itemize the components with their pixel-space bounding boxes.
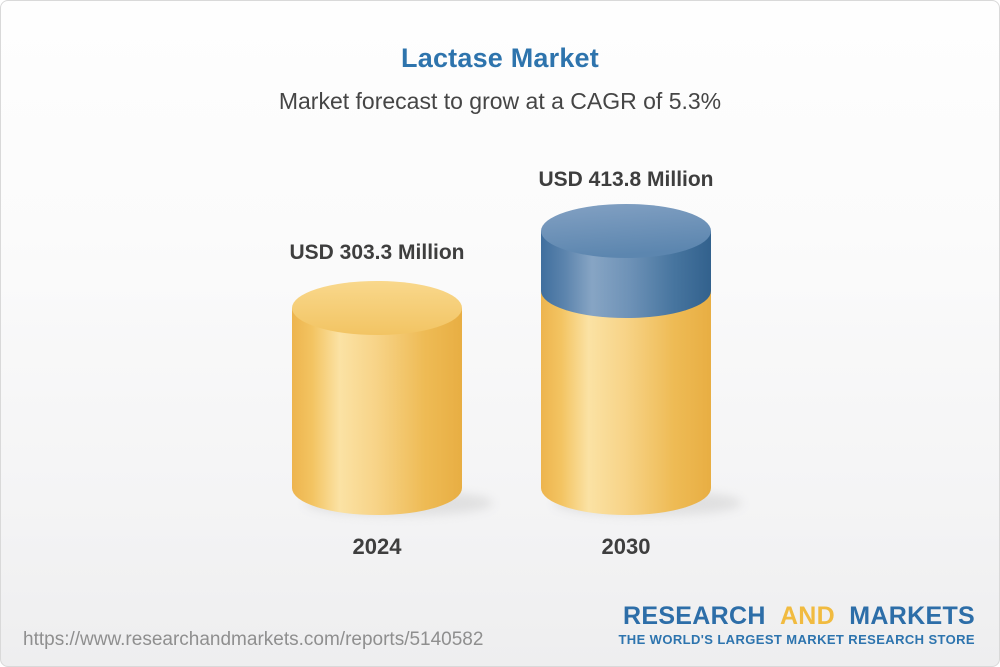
logo-word-markets: MARKETS [849, 602, 975, 630]
logo-word-and: AND [779, 602, 836, 630]
value-label-2024: USD 303.3 Million [289, 241, 465, 264]
page-subtitle: Market forecast to grow at a CAGR of 5.3… [278, 88, 722, 114]
logo-word-research: RESEARCH [623, 602, 766, 630]
value-label-2030: USD 413.8 Million [538, 168, 714, 191]
logo-wordmark: RESEARCH AND MARKETS [618, 604, 975, 629]
bar-2024 [292, 281, 493, 516]
page-title: Lactase Market [401, 43, 599, 73]
category-label-2030: 2030 [601, 534, 651, 559]
bar-2024-top-face [292, 281, 462, 335]
bar-2030-top-face [541, 204, 711, 258]
bar-2030-gold-body [541, 291, 711, 515]
category-label-2024: 2024 [352, 534, 402, 559]
bar-2024-body [292, 308, 462, 515]
bar-2030 [541, 204, 742, 516]
researchandmarkets-logo[interactable]: RESEARCH AND MARKETS THE WORLD'S LARGEST… [618, 604, 975, 648]
report-url-link[interactable]: https://www.researchandmarkets.com/repor… [23, 629, 484, 650]
logo-tagline: THE WORLD'S LARGEST MARKET RESEARCH STOR… [618, 632, 975, 647]
